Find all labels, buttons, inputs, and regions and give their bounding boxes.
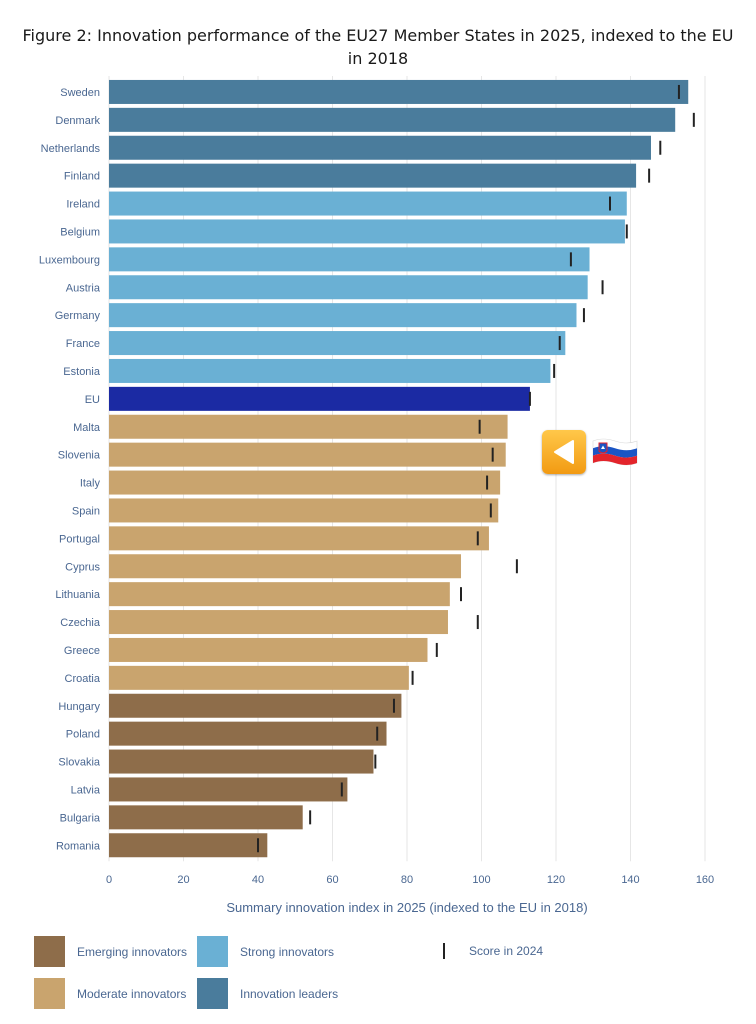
bar-malta: [109, 414, 508, 439]
category-label-slovakia: Slovakia: [58, 757, 100, 769]
category-label-estonia: Estonia: [63, 366, 101, 378]
legend-item-moderate: Moderate innovators: [34, 978, 186, 1009]
category-label-latvia: Latvia: [71, 784, 101, 796]
x-tick-label: 0: [106, 874, 112, 886]
x-tick-label: 80: [401, 874, 413, 886]
category-label-greece: Greece: [64, 645, 100, 657]
bar-belgium: [109, 219, 625, 244]
bar-spain: [109, 498, 499, 523]
x-axis-ticks: 0 20 40 60 80 100 120 140 160: [106, 874, 714, 886]
bar-portugal: [109, 526, 489, 551]
category-label-sweden: Sweden: [60, 87, 100, 99]
legend-swatch-moderate: [34, 978, 65, 1009]
x-tick-label: 160: [696, 874, 714, 886]
bar-luxembourg: [109, 247, 590, 272]
category-label-romania: Romania: [56, 840, 101, 852]
category-label-portugal: Portugal: [59, 533, 100, 545]
bar-netherlands: [109, 135, 651, 160]
legend-swatch-emerging: [34, 936, 65, 967]
category-label-france: France: [66, 338, 100, 350]
x-tick-label: 20: [177, 874, 189, 886]
bar-france: [109, 331, 566, 356]
legend-item-emerging: Emerging innovators: [34, 936, 187, 967]
legend-label-emerging: Emerging innovators: [77, 944, 188, 959]
category-labels: Sweden Denmark Netherlands Finland Ireland Be…: [39, 87, 101, 852]
category-label-hungary: Hungary: [58, 701, 100, 713]
bar-greece: [109, 637, 428, 662]
x-tick-label: 140: [621, 874, 639, 886]
bar-poland: [109, 721, 387, 746]
category-label-belgium: Belgium: [60, 226, 100, 238]
bar-ireland: [109, 191, 627, 216]
x-tick-label: 100: [472, 874, 490, 886]
category-label-finland: Finland: [64, 171, 100, 183]
category-label-luxembourg: Luxembourg: [39, 254, 100, 266]
bar-italy: [109, 470, 501, 495]
bar-denmark: [109, 107, 676, 132]
bar-bulgaria: [109, 805, 303, 830]
category-label-czechia: Czechia: [60, 617, 101, 629]
category-label-bulgaria: Bulgaria: [60, 812, 101, 824]
bar-cyprus: [109, 554, 462, 579]
slovenia-highlight: [542, 430, 639, 474]
bar-czechia: [109, 610, 448, 635]
bar-slovenia: [109, 442, 506, 467]
x-tick-label: 60: [326, 874, 338, 886]
category-label-malta: Malta: [73, 422, 101, 434]
legend-item-leader: Innovation leaders: [197, 978, 338, 1009]
category-label-ireland: Ireland: [66, 199, 100, 211]
x-axis-label: Summary innovation index in 2025 (indexe…: [226, 900, 587, 915]
bar-romania: [109, 833, 268, 858]
category-label-croatia: Croatia: [65, 673, 101, 685]
legend-item-score-2024: Score in 2024: [443, 943, 543, 959]
score-2024-markers: [257, 84, 695, 853]
bar-eu: [109, 386, 530, 411]
bar-estonia: [109, 358, 551, 383]
category-label-netherlands: Netherlands: [41, 143, 101, 155]
legend-label-score-2024: Score in 2024: [469, 944, 544, 958]
legend-label-leader: Innovation leaders: [240, 986, 339, 1001]
left-arrow-icon: [542, 430, 586, 474]
x-tick-label: 120: [547, 874, 565, 886]
bar-lithuania: [109, 582, 450, 607]
category-label-germany: Germany: [55, 310, 101, 322]
category-label-eu: EU: [85, 394, 100, 406]
bar-finland: [109, 163, 637, 188]
bar-austria: [109, 275, 588, 300]
legend-swatch-strong: [197, 936, 228, 967]
bar-latvia: [109, 777, 348, 802]
category-label-poland: Poland: [66, 729, 100, 741]
bar-hungary: [109, 693, 402, 718]
bar-germany: [109, 303, 577, 328]
chart-title: Figure 2: Innovation performance of the …: [22, 26, 734, 68]
category-label-slovenia: Slovenia: [58, 450, 101, 462]
legend-swatch-leader: [197, 978, 228, 1009]
legend-label-strong: Strong innovators: [240, 944, 335, 959]
bar-croatia: [109, 665, 409, 690]
legend-label-moderate: Moderate innovators: [77, 986, 187, 1001]
x-tick-label: 40: [252, 874, 264, 886]
category-label-austria: Austria: [66, 282, 101, 294]
legend-marker-2024: [443, 943, 445, 959]
category-label-italy: Italy: [80, 478, 101, 490]
category-label-cyprus: Cyprus: [65, 561, 100, 573]
category-label-denmark: Denmark: [55, 115, 100, 127]
bars: [109, 79, 689, 858]
legend-item-strong: Strong innovators: [197, 936, 334, 967]
slovenia-flag-icon: [592, 438, 638, 466]
legend: Emerging innovators Strong innovators Sc…: [0, 930, 756, 1020]
bar-slovakia: [109, 749, 374, 774]
category-label-lithuania: Lithuania: [55, 589, 101, 601]
category-label-spain: Spain: [72, 505, 100, 517]
bar-sweden: [109, 79, 689, 104]
bar-chart: Sweden Denmark Netherlands Finland Ireland Be…: [39, 76, 714, 915]
